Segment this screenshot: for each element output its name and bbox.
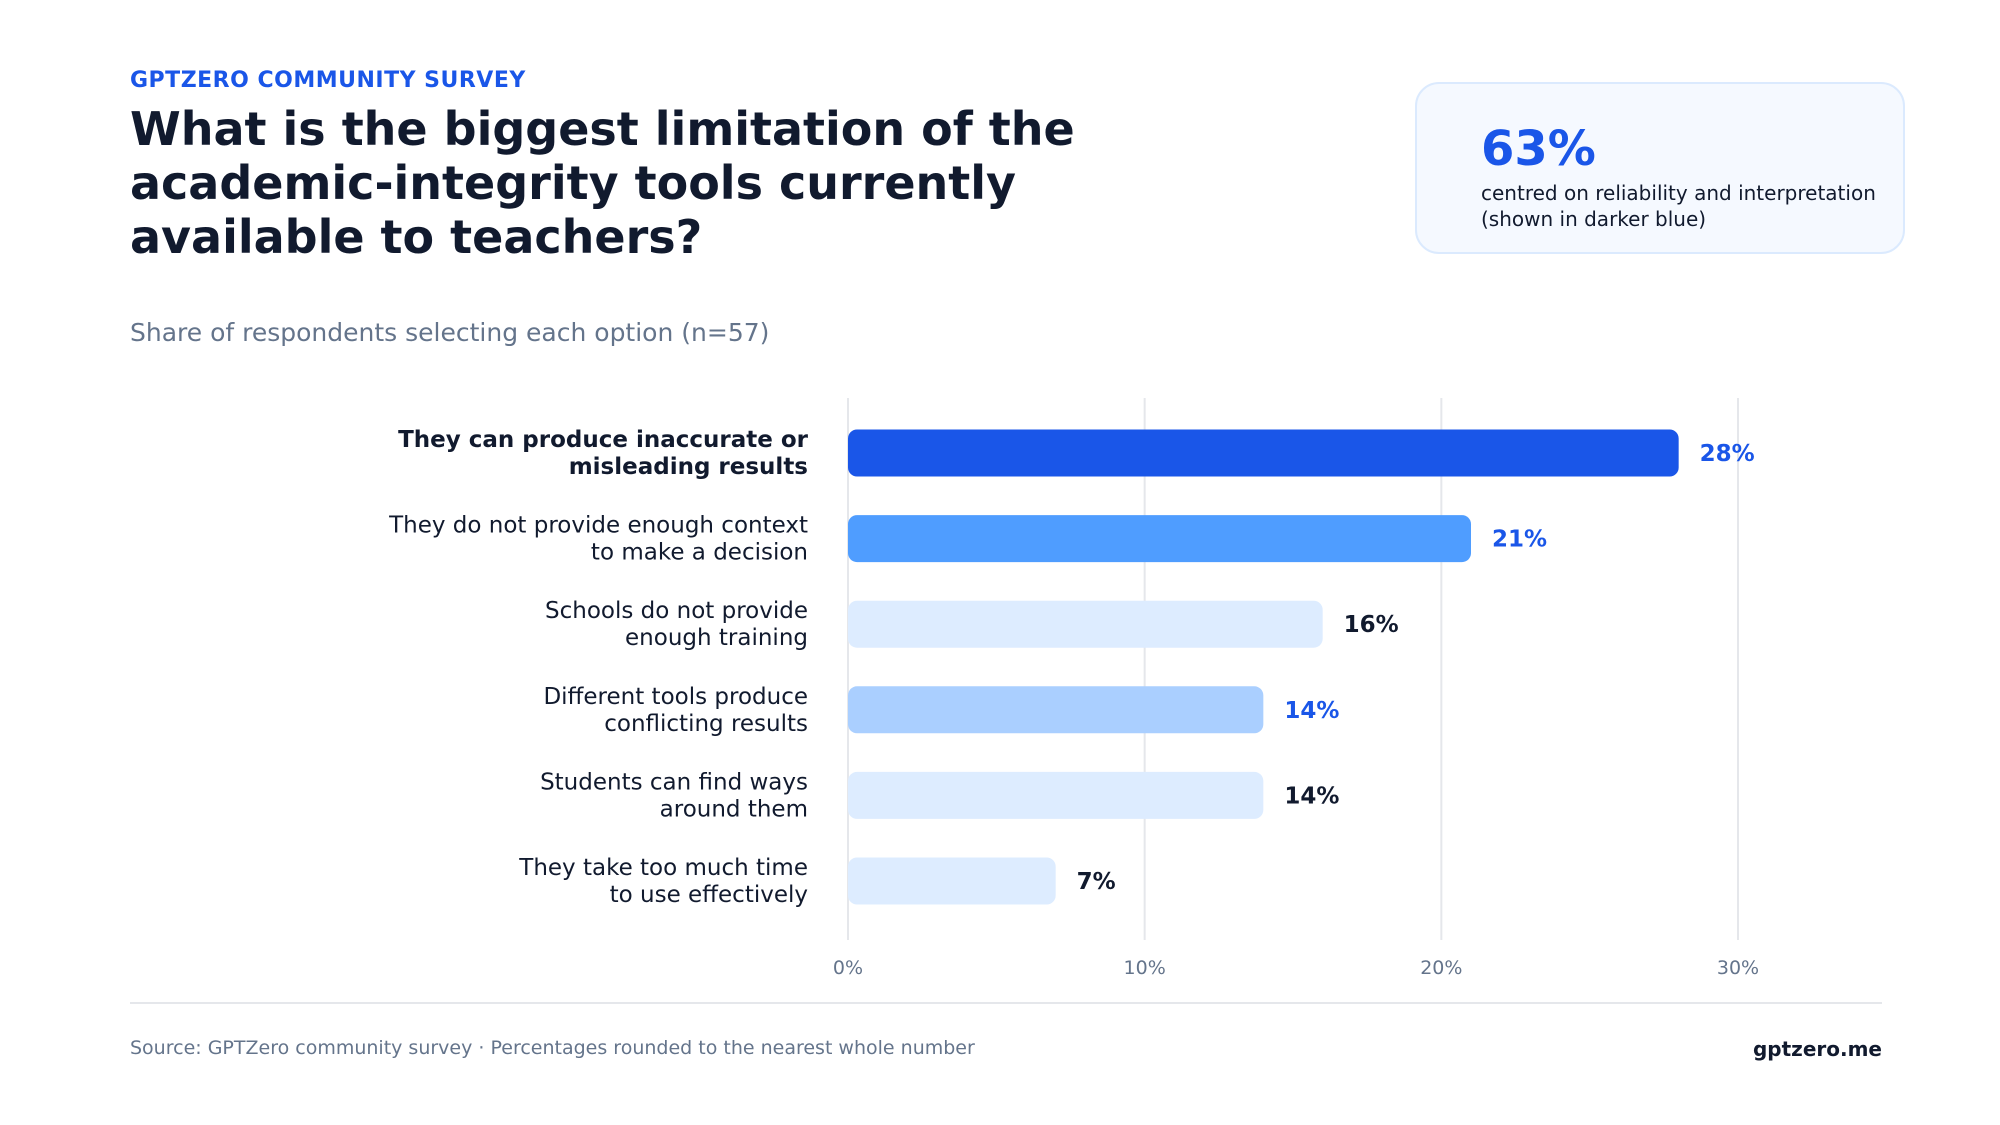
footer-source: Source: GPTZero community survey · Perce…: [130, 1037, 975, 1059]
footer-divider: [130, 1002, 1882, 1004]
value-label: 14%: [1284, 783, 1339, 809]
bar: [848, 857, 1056, 905]
bar: [848, 429, 1679, 477]
x-tick-label: 0%: [833, 957, 863, 979]
bar: [848, 771, 1264, 819]
value-label: 28%: [1700, 441, 1755, 467]
footer-brand: gptzero.me: [1752, 1037, 1882, 1061]
value-label: 16%: [1344, 612, 1399, 638]
bar: [848, 515, 1471, 563]
x-tick-label: 20%: [1420, 957, 1462, 979]
x-tick-label: 30%: [1717, 957, 1759, 979]
category-label: Different tools produce conflicting resul…: [543, 684, 808, 737]
value-label: 7%: [1077, 869, 1116, 895]
stat-value: 63%: [1481, 121, 1596, 177]
stat-caption: centred on reliability and interpretatio…: [1481, 181, 1876, 231]
survey-eyebrow: GPTZERO COMMUNITY SURVEY: [130, 68, 526, 93]
category-label: Students can find ways around them: [540, 769, 808, 822]
value-label: 14%: [1284, 698, 1339, 724]
chart-subtitle: Share of respondents selecting each opti…: [130, 318, 770, 347]
category-label: They can produce inaccurate or misleading…: [398, 427, 809, 480]
value-label: 21%: [1492, 527, 1547, 553]
category-label: They take too much time to use effectivel…: [518, 855, 808, 908]
bar: [848, 600, 1323, 648]
chart-title: What is the biggest limitation of the ac…: [130, 102, 1075, 264]
x-tick-label: 10%: [1124, 957, 1166, 979]
stat-card: 63% centred on reliability and interpret…: [1415, 82, 1905, 254]
category-label: Schools do not provide enough training: [545, 598, 808, 651]
category-label: They do not provide enough context to mak…: [388, 513, 808, 566]
bar: [848, 686, 1264, 734]
